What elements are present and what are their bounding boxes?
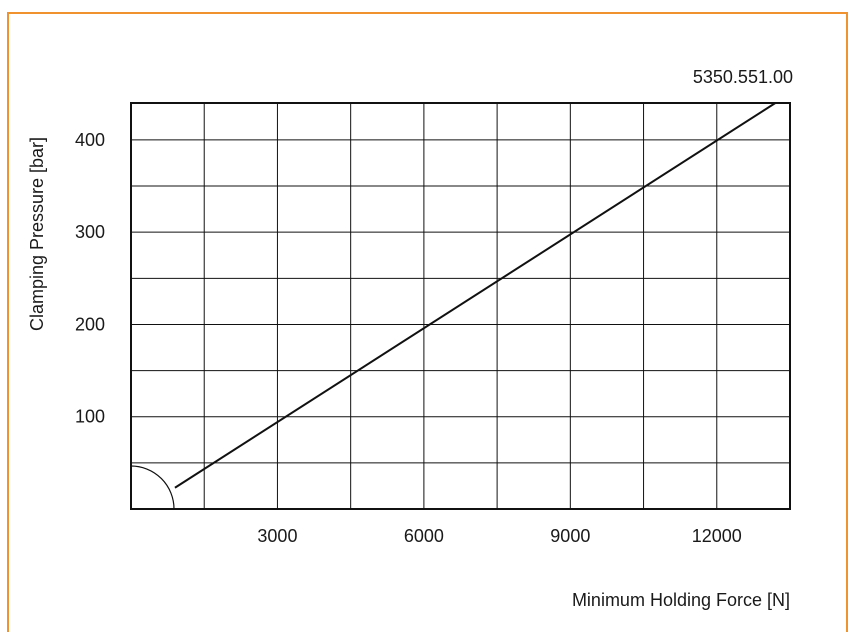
- y-tick-label: 400: [75, 130, 105, 150]
- chart-frame: [7, 12, 848, 632]
- x-tick-label: 3000: [257, 526, 297, 546]
- chart-title: 5350.551.00: [693, 67, 793, 87]
- chart: 3000 6000 9000 12000 100 200 300 400 5350.551.0…: [27, 67, 793, 610]
- x-tick-label: 6000: [404, 526, 444, 546]
- y-tick-label: 300: [75, 222, 105, 242]
- x-tick-label: 12000: [692, 526, 742, 546]
- y-tick-label: 100: [75, 407, 105, 427]
- series-line-0: [174, 102, 776, 489]
- x-tick-label: 9000: [550, 526, 590, 546]
- y-tick-label: 200: [75, 314, 105, 334]
- tick-labels: 3000 6000 9000 12000 100 200 300 400: [75, 130, 742, 546]
- y-axis-label: Clamping Pressure [bar]: [27, 137, 47, 331]
- x-axis-label: Minimum Holding Force [N]: [572, 590, 790, 610]
- plot-border: [130, 102, 791, 510]
- plot-area: [130, 102, 791, 510]
- series-layer: [174, 102, 776, 489]
- origin-arc: [130, 465, 175, 510]
- grid: [131, 103, 790, 509]
